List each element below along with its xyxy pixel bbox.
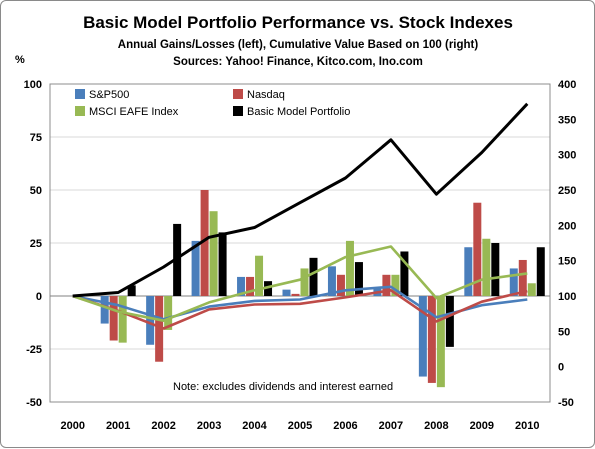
- right-tick-label: 50: [558, 326, 570, 338]
- bar-basic-model-portfolio: [445, 296, 454, 347]
- bar-nasdaq: [518, 259, 527, 296]
- line-s-p500: [72, 285, 528, 321]
- left-tick-label: 50: [30, 185, 42, 197]
- right-tick-label: 300: [558, 150, 576, 162]
- bar-msci-eafe-index: [482, 238, 491, 296]
- legend-label-msci-eafe-index: MSCI EAFE Index: [89, 106, 179, 118]
- line-nasdaq: [72, 288, 528, 330]
- x-tick-label: 2005: [288, 420, 312, 432]
- right-tick-label: 100: [558, 291, 576, 303]
- bar-nasdaq: [382, 274, 391, 296]
- right-tick-label: 0: [558, 362, 564, 374]
- bar-basic-model-portfolio: [309, 257, 318, 296]
- x-tick-label: 2007: [379, 420, 403, 432]
- bar-msci-eafe-index: [391, 274, 400, 296]
- right-tick-label: 200: [558, 220, 576, 232]
- left-tick-label: 75: [30, 132, 42, 144]
- legend-swatch-basic-model-portfolio: [233, 106, 243, 116]
- bar-msci-eafe-index: [255, 255, 264, 296]
- bar-s-p500: [464, 247, 473, 296]
- left-tick-label: 100: [24, 79, 42, 91]
- bar-basic-model-portfolio: [264, 281, 273, 296]
- x-tick-label: 2004: [242, 420, 267, 432]
- x-tick-label: 2001: [106, 420, 130, 432]
- bar-nasdaq: [291, 293, 300, 296]
- left-tick-label: 0: [36, 291, 42, 303]
- chart-title: Basic Model Portfolio Performance vs. St…: [83, 13, 513, 32]
- bar-msci-eafe-index: [164, 296, 173, 330]
- right-tick-label: 150: [558, 256, 576, 268]
- bar-msci-eafe-index: [300, 268, 309, 296]
- bar-basic-model-portfolio: [354, 262, 363, 296]
- bar-s-p500: [191, 240, 200, 296]
- legend-label-nasdaq: Nasdaq: [247, 89, 285, 101]
- x-tick-label: 2008: [424, 420, 448, 432]
- bar-basic-model-portfolio: [400, 251, 409, 296]
- bar-basic-model-portfolio: [491, 243, 500, 296]
- bar-nasdaq: [427, 296, 436, 383]
- bar-s-p500: [327, 266, 336, 296]
- bar-s-p500: [509, 268, 518, 296]
- bar-s-p500: [146, 296, 155, 345]
- bar-s-p500: [237, 276, 246, 296]
- bar-nasdaq: [336, 274, 345, 296]
- bar-s-p500: [100, 296, 109, 324]
- x-tick-label: 2010: [515, 420, 539, 432]
- legend-label-s-p500: S&P500: [89, 89, 129, 101]
- bar-nasdaq: [473, 202, 482, 296]
- bar-msci-eafe-index: [436, 296, 445, 388]
- bar-basic-model-portfolio: [173, 223, 182, 296]
- legend-label-basic-model-portfolio: Basic Model Portfolio: [247, 106, 350, 118]
- bar-basic-model-portfolio: [218, 232, 227, 296]
- bar-msci-eafe-index: [118, 296, 127, 343]
- bar-s-p500: [282, 289, 291, 296]
- bar-msci-eafe-index: [345, 240, 354, 296]
- bar-nasdaq: [109, 296, 118, 341]
- bar-basic-model-portfolio: [127, 285, 136, 296]
- x-tick-label: 2009: [470, 420, 494, 432]
- right-tick-label: -50: [558, 397, 574, 409]
- bar-nasdaq: [246, 276, 255, 296]
- plot-area: -50 -25 0 25 50 75 100 -50 0 50 100 150 200 250 300 350…: [24, 79, 577, 432]
- x-tick-label: 2003: [197, 420, 221, 432]
- left-tick-label: -25: [26, 344, 42, 356]
- left-axis-label: %: [15, 54, 25, 66]
- legend-swatch-msci-eafe-index: [75, 106, 85, 116]
- bar-nasdaq: [155, 296, 164, 362]
- legend-swatch-nasdaq: [233, 89, 243, 99]
- bar-basic-model-portfolio: [536, 247, 545, 296]
- x-tick-label: 2006: [333, 420, 357, 432]
- x-tick-label: 2002: [151, 420, 175, 432]
- x-tick-label: 2000: [60, 420, 84, 432]
- legend-swatch-s-p500: [75, 89, 85, 99]
- right-tick-label: 350: [558, 114, 576, 126]
- right-tick-label: 250: [558, 185, 576, 197]
- line-msci-eafe-index: [72, 245, 528, 323]
- chart-note: Note: excludes dividends and interest ea…: [173, 381, 393, 393]
- plot-border: [49, 83, 551, 403]
- left-tick-label: 25: [30, 238, 42, 250]
- bar-msci-eafe-index: [527, 283, 536, 296]
- bar-msci-eafe-index: [209, 211, 218, 296]
- bar-nasdaq: [200, 190, 209, 296]
- chart-subtitle-2: Sources: Yahoo! Finance, Kitco.com, Ino.…: [173, 56, 423, 68]
- chart-subtitle-1: Annual Gains/Losses (left), Cumulative V…: [118, 39, 479, 51]
- bar-s-p500: [418, 296, 427, 377]
- right-tick-label: 400: [558, 79, 576, 91]
- line-basic-model-portfolio: [72, 102, 529, 298]
- left-tick-label: -50: [26, 397, 42, 409]
